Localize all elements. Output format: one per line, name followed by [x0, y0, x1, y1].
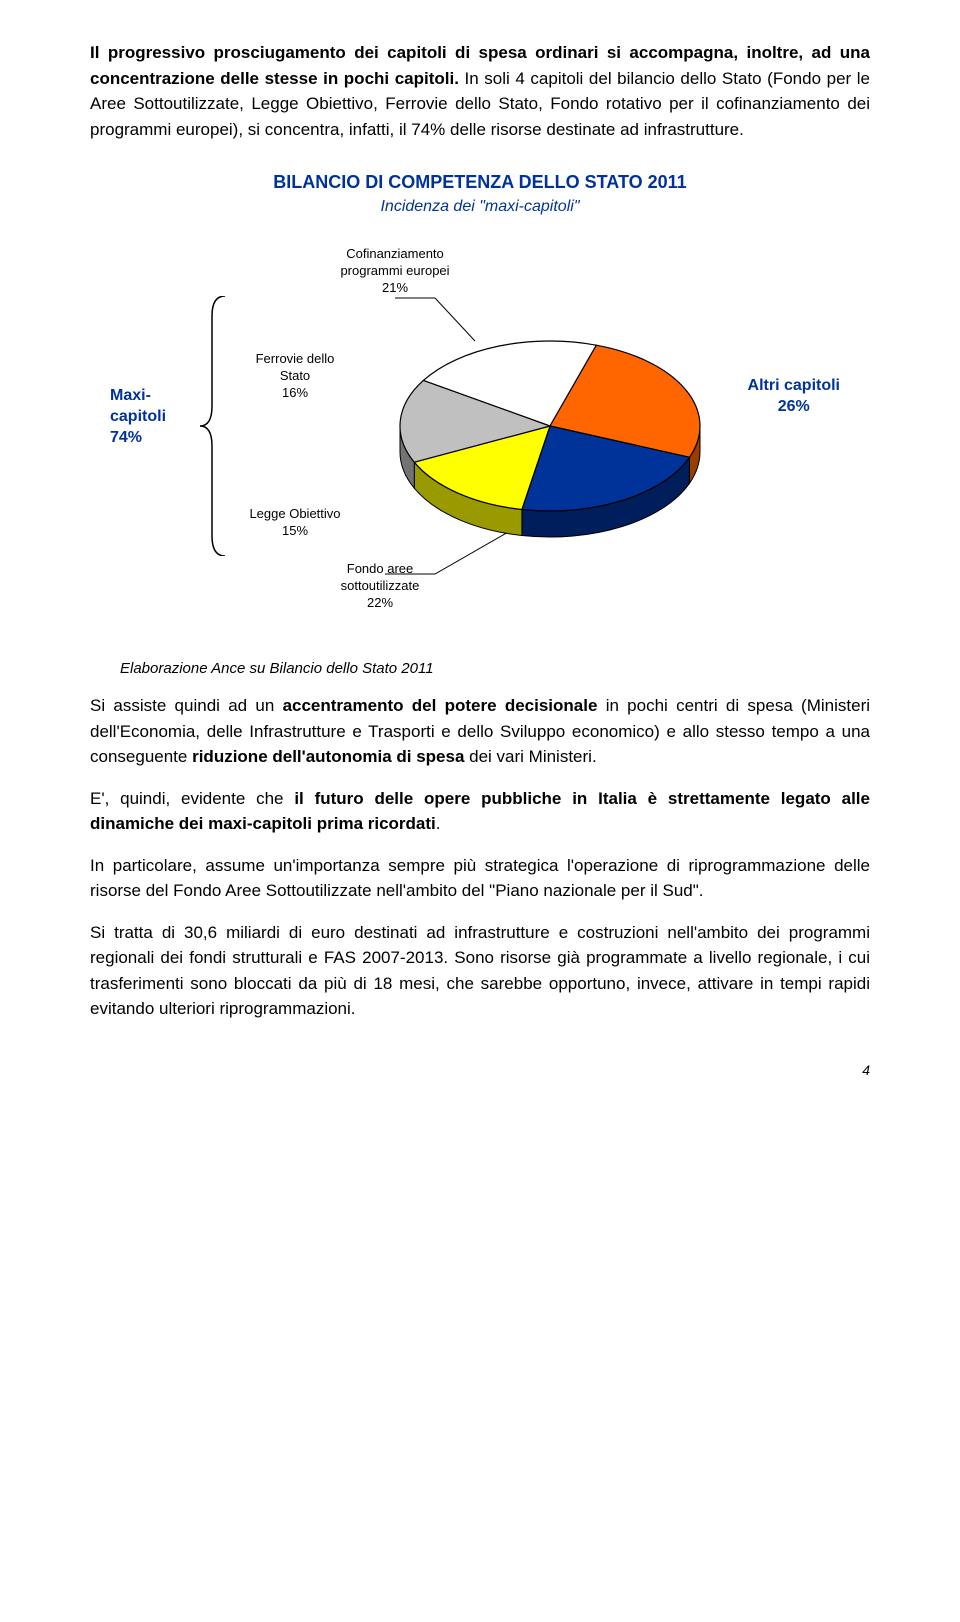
- brace-icon: [200, 296, 230, 556]
- label-legge: Legge Obiettivo15%: [235, 506, 355, 540]
- paragraph-1: Il progressivo prosciugamento dei capito…: [90, 40, 870, 142]
- chart-subtitle: Incidenza dei "maxi-capitoli": [90, 198, 870, 216]
- pie-svg: [390, 316, 710, 556]
- paragraph-3: E', quindi, evidente che il futuro delle…: [90, 786, 870, 837]
- chart-title: BILANCIO DI COMPETENZA DELLO STATO 2011: [90, 170, 870, 194]
- elaboration-note: Elaborazione Ance su Bilancio dello Stat…: [120, 660, 870, 677]
- pie-3d: [390, 316, 710, 561]
- pie-chart: Maxi-capitoli74% Cofinanziamentoprogramm…: [90, 236, 870, 636]
- maxi-capitoli-label: Maxi-capitoli74%: [110, 386, 166, 448]
- label-ferrovie: Ferrovie delloStato16%: [245, 351, 345, 402]
- label-cofinanziamento: Cofinanziamentoprogrammi europei21%: [320, 246, 470, 297]
- altri-capitoli-label: Altri capitoli26%: [748, 376, 840, 418]
- paragraph-5: Si tratta di 30,6 miliardi di euro desti…: [90, 920, 870, 1022]
- page-number: 4: [90, 1062, 870, 1078]
- paragraph-4: In particolare, assume un'importanza sem…: [90, 853, 870, 904]
- paragraph-2: Si assiste quindi ad un accentramento de…: [90, 693, 870, 770]
